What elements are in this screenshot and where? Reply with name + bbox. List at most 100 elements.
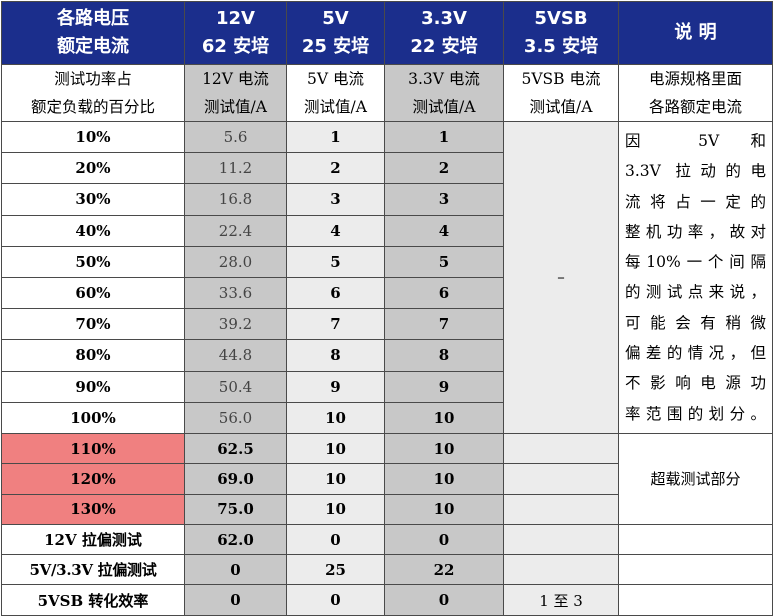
cell-12v: 62.0 — [184, 523, 287, 556]
cell-3v3: 10 — [384, 432, 504, 465]
row-label: 90% — [1, 370, 185, 403]
row-label: 70% — [1, 308, 185, 341]
cell-5v: 8 — [286, 339, 385, 372]
cell-3v3: 0 — [384, 523, 504, 556]
table-row-overload: 110% 62.5 10 10 超载测试部分 — [1, 432, 773, 525]
cell-12v: 69.0 — [184, 463, 287, 495]
cell-5v: 0 — [286, 584, 385, 616]
cell-note-empty — [618, 554, 773, 586]
table-row: 80% 44.8 8 8 — [1, 339, 773, 372]
cell-12v: 56.0 — [184, 401, 287, 434]
cell-5v: 10 — [286, 401, 385, 434]
cell-5v: 10 — [286, 463, 385, 495]
cell-12v: 0 — [184, 584, 287, 616]
cell-3v3: 8 — [384, 339, 504, 372]
note-explanation: 因 5V 和 3.3V 拉动的电 流将占一定的 整机功率，故对 每10%一个间隔 的测试点… — [618, 121, 773, 434]
table-row-efficiency: 5VSB 转化效率 0 0 0 1 至 3 — [1, 584, 773, 616]
cell-5v: 4 — [286, 214, 385, 247]
header-5v: 5V 25 安培 — [286, 1, 385, 65]
table-row: 60% 33.6 6 6 — [1, 276, 773, 310]
cell-3v3: 7 — [384, 308, 504, 341]
header-3v3: 3.3V 22 安培 — [384, 1, 504, 65]
subheader-load-percent: 测试功率占 额定负载的百分比 — [1, 64, 185, 122]
subheader-5vsb-current: 5VSB 电流 测试值/A — [503, 64, 619, 122]
header-rail-rated-current: 各路电压 额定电流 — [1, 1, 185, 65]
subheader-12v-current: 12V 电流 测试值/A — [184, 64, 287, 122]
row-label: 5V/3.3V 拉偏测试 — [1, 554, 185, 586]
cell-5v: 2 — [286, 152, 385, 185]
cell-5v: 0 — [286, 523, 385, 556]
cell-5vsb — [503, 463, 619, 495]
cell-5v: 9 — [286, 370, 385, 403]
cell-5v: 10 — [286, 493, 385, 525]
cell-5v: 10 — [286, 432, 385, 465]
cell-12v: 44.8 — [184, 339, 287, 372]
cell-5v: 6 — [286, 276, 385, 310]
cell-3v3: 5 — [384, 245, 504, 278]
cell-5v: 5 — [286, 245, 385, 278]
table-row: 30% 16.8 3 3 — [1, 183, 773, 216]
cell-3v3: 10 — [384, 493, 504, 525]
cell-5v: 7 — [286, 308, 385, 341]
cell-3v3: 4 — [384, 214, 504, 247]
cell-12v: 5.6 — [184, 120, 287, 154]
subheader-spec-note: 电源规格里面 各路额定电流 — [618, 64, 773, 122]
table-row-overload: 130% 75.0 10 10 — [1, 493, 773, 525]
table-row-overload: 120% 69.0 10 10 — [1, 463, 773, 495]
cell-12v: 62.5 — [184, 432, 287, 465]
cell-note-empty — [618, 584, 773, 616]
row-label: 12V 拉偏测试 — [1, 523, 185, 556]
table-row-deviation: 12V 拉偏测试 62.0 0 0 — [1, 523, 773, 556]
cell-3v3: 10 — [384, 463, 504, 495]
row-label: 100% — [1, 401, 185, 434]
cell-12v: 39.2 — [184, 308, 287, 341]
cell-3v3: 3 — [384, 183, 504, 216]
cell-12v: 28.0 — [184, 245, 287, 278]
header-12v: 12V 62 安培 — [184, 1, 287, 65]
header-5vsb: 5VSB 3.5 安培 — [503, 1, 619, 65]
subheader-5v-current: 5V 电流 测试值/A — [286, 64, 385, 122]
cell-12v: 11.2 — [184, 152, 287, 185]
cell-5vsb-dash: – — [503, 121, 619, 434]
cell-3v3: 0 — [384, 584, 504, 616]
cell-3v3: 9 — [384, 370, 504, 403]
table-row: 40% 22.4 4 4 — [1, 214, 773, 247]
cell-note-empty — [618, 523, 773, 556]
cell-12v: 50.4 — [184, 370, 287, 403]
cell-12v: 16.8 — [184, 183, 287, 216]
subheader-3v3-current: 3.3V 电流 测试值/A — [384, 64, 504, 122]
header-notes: 说 明 — [618, 1, 773, 65]
cell-3v3: 2 — [384, 152, 504, 185]
row-label: 50% — [1, 245, 185, 278]
cell-12v: 33.6 — [184, 276, 287, 310]
row-label: 40% — [1, 214, 185, 247]
cell-5vsb — [503, 432, 619, 465]
cell-3v3: 22 — [384, 554, 504, 586]
row-label: 20% — [1, 152, 185, 185]
row-label: 10% — [1, 120, 185, 154]
cell-3v3: 6 — [384, 276, 504, 310]
cell-5v: 1 — [286, 120, 385, 154]
cell-5vsb — [503, 493, 619, 525]
row-label: 80% — [1, 339, 185, 372]
note-overload: 超载测试部分 — [618, 432, 773, 525]
cell-5vsb — [503, 554, 619, 586]
subheader-row: 测试功率占 额定负载的百分比 12V 电流 测试值/A 5V 电流 测试值/A 3.3… — [1, 64, 773, 122]
table-row-deviation: 5V/3.3V 拉偏测试 0 25 22 — [1, 554, 773, 586]
header-row: 各路电压 额定电流 12V 62 安培 5V 25 安培 3.3V 22 安培 5VSB… — [1, 1, 773, 65]
row-label: 5VSB 转化效率 — [1, 584, 185, 616]
table-row: 100% 56.0 10 10 — [1, 401, 773, 434]
cell-5vsb — [503, 523, 619, 556]
cell-12v: 75.0 — [184, 493, 287, 525]
table-row: 10% 5.6 1 1 – 因 5V 和 3.3V 拉动的电 流将占一定的 整机功率，… — [1, 120, 773, 434]
cell-5v: 25 — [286, 554, 385, 586]
row-label: 30% — [1, 183, 185, 216]
cell-3v3: 1 — [384, 120, 504, 154]
cell-12v: 0 — [184, 554, 287, 586]
table-row: 20% 11.2 2 2 — [1, 152, 773, 185]
cell-12v: 22.4 — [184, 214, 287, 247]
cell-5vsb-range: 1 至 3 — [503, 584, 619, 616]
row-label: 130% — [1, 493, 185, 525]
cell-5v: 3 — [286, 183, 385, 216]
